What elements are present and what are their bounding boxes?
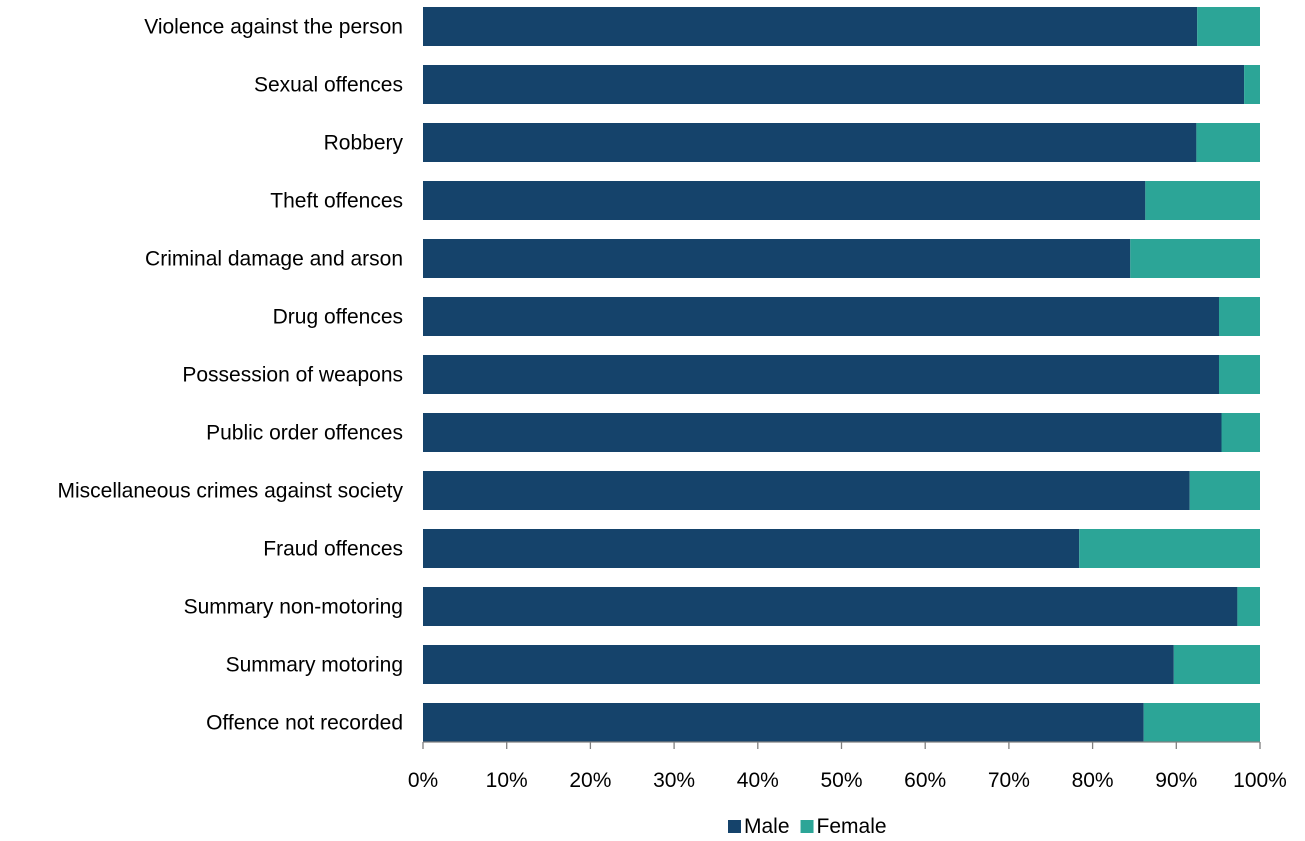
category-label: Miscellaneous crimes against society <box>58 480 404 503</box>
x-tick-label: 90% <box>1155 769 1197 792</box>
bar-female-1 <box>1244 65 1260 104</box>
bar-male-11 <box>423 645 1174 684</box>
category-label: Theft offences <box>270 190 403 213</box>
bar-female-8 <box>1189 471 1260 510</box>
bar-female-10 <box>1237 587 1260 626</box>
category-labels: Violence against the person Sexual offenc… <box>58 16 404 735</box>
category-label: Drug offences <box>273 306 403 329</box>
category-label: Fraud offences <box>263 538 403 561</box>
x-tick-label: 50% <box>820 769 862 792</box>
bars-layer <box>423 7 1260 742</box>
bar-female-4 <box>1130 239 1260 278</box>
bar-female-6 <box>1218 355 1260 394</box>
category-label: Public order offences <box>206 422 403 445</box>
x-tick-label: 60% <box>904 769 946 792</box>
bar-male-10 <box>423 587 1238 626</box>
bar-female-9 <box>1079 529 1260 568</box>
legend-swatch-male <box>728 820 741 833</box>
category-label: Criminal damage and arson <box>145 248 403 271</box>
category-label: Possession of weapons <box>182 364 403 387</box>
category-label: Violence against the person <box>144 16 403 39</box>
x-tick-label: 10% <box>486 769 528 792</box>
legend-label-male: Male <box>744 815 790 838</box>
bar-female-2 <box>1196 123 1260 162</box>
category-label: Summary non-motoring <box>184 596 403 619</box>
bar-female-12 <box>1143 703 1260 742</box>
bar-male-1 <box>423 65 1245 104</box>
x-tick-label: 40% <box>737 769 779 792</box>
x-tick-label: 70% <box>988 769 1030 792</box>
bar-male-0 <box>423 7 1198 46</box>
bar-female-0 <box>1197 7 1260 46</box>
category-label: Offence not recorded <box>206 712 403 735</box>
legend-swatch-female <box>800 820 814 833</box>
bar-female-11 <box>1173 645 1260 684</box>
bar-male-4 <box>423 239 1131 278</box>
legend: Male Female <box>728 815 887 838</box>
bar-male-2 <box>423 123 1197 162</box>
legend-label-female: Female <box>817 815 887 838</box>
x-tick-label: 20% <box>569 769 611 792</box>
bar-male-9 <box>423 529 1080 568</box>
bar-female-5 <box>1218 297 1260 336</box>
bar-male-6 <box>423 355 1219 394</box>
bar-male-7 <box>423 413 1222 452</box>
bar-male-12 <box>423 703 1144 742</box>
x-tick-label: 0% <box>408 769 438 792</box>
x-tick-label: 30% <box>653 769 695 792</box>
category-label: Summary motoring <box>226 654 403 677</box>
x-tick-label: 100% <box>1233 769 1287 792</box>
x-tick-label: 80% <box>1072 769 1114 792</box>
bar-male-3 <box>423 181 1146 220</box>
bar-male-5 <box>423 297 1219 336</box>
bar-female-7 <box>1221 413 1260 452</box>
x-axis: 0% 10% 20% 30% 40% 50% 60% 70% 80% 90% 100% <box>408 741 1287 792</box>
bar-female-3 <box>1145 181 1260 220</box>
category-label: Robbery <box>324 132 404 155</box>
bar-male-8 <box>423 471 1190 510</box>
category-label: Sexual offences <box>254 74 403 97</box>
